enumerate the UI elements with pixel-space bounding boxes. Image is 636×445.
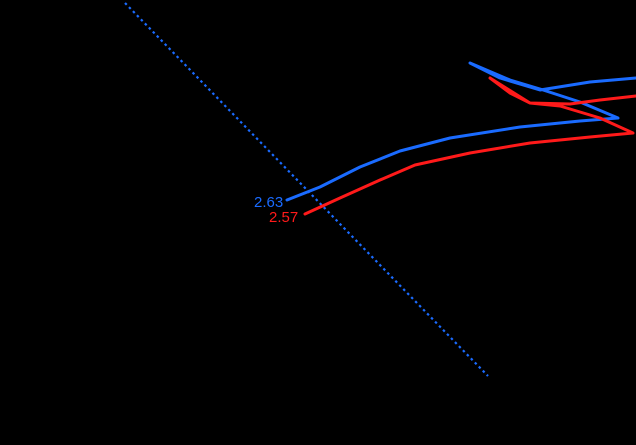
dotted-reference-line: [124, 2, 489, 377]
blue-series-start-label: 2.63: [254, 194, 284, 211]
red-series-line: [303, 76, 636, 216]
blue-series-line: [285, 61, 636, 202]
red-series-start-label: 2.57: [269, 209, 299, 226]
